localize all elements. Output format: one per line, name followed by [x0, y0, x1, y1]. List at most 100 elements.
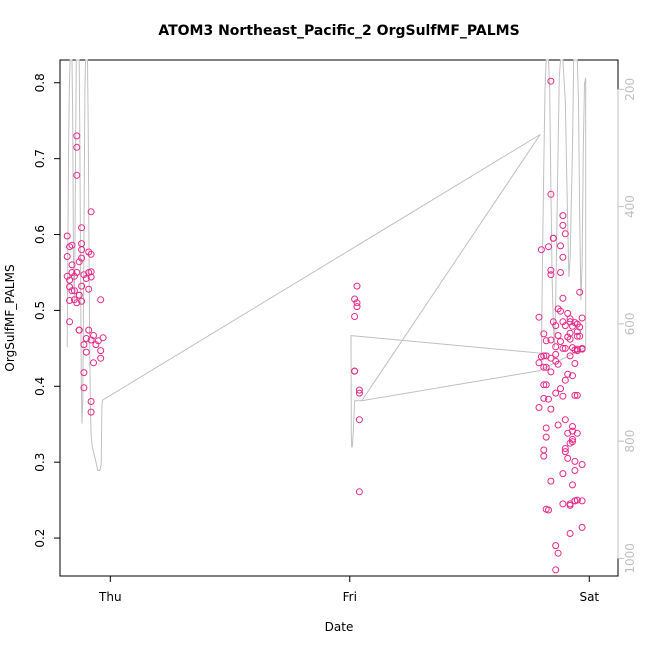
data-point	[85, 248, 93, 256]
data-point	[547, 405, 555, 413]
y-axis-label: OrgSulfMF_PALMS	[3, 264, 17, 371]
data-point	[90, 359, 97, 367]
data-point	[578, 461, 586, 468]
data-point	[559, 253, 567, 261]
data-point	[78, 282, 86, 290]
data-point	[535, 404, 543, 411]
data-point	[94, 337, 102, 345]
data-point	[559, 392, 567, 400]
secondary-y-tick-label: 800	[623, 430, 637, 453]
data-point	[561, 445, 569, 452]
data-point	[75, 291, 83, 299]
data-point	[566, 501, 574, 509]
data-point	[576, 332, 584, 340]
data-point	[557, 385, 564, 393]
x-tick-label: Fri	[343, 590, 357, 604]
data-point	[569, 481, 576, 489]
data-point	[353, 299, 361, 307]
data-point	[82, 348, 90, 356]
secondary-y-axis: 200 400 600 800 1000	[617, 78, 637, 574]
secondary-y-tick-label: 400	[623, 195, 637, 218]
data-point	[97, 296, 105, 304]
data-point	[85, 326, 93, 334]
data-point	[70, 287, 78, 295]
data-point	[355, 416, 363, 424]
data-point	[353, 282, 361, 290]
data-point	[547, 190, 555, 198]
data-point	[559, 470, 567, 478]
data-point	[537, 246, 545, 254]
data-point	[68, 241, 76, 249]
data-point	[576, 288, 584, 296]
data-point	[78, 224, 86, 232]
data-point	[355, 488, 363, 496]
y-tick-label: 0.6	[33, 225, 47, 244]
data-point	[554, 360, 562, 368]
data-point	[571, 360, 579, 367]
data-point	[63, 232, 71, 240]
data-point	[80, 369, 88, 377]
data-point	[85, 285, 93, 293]
secondary-y-tick-label: 1000	[623, 543, 637, 574]
data-point	[99, 334, 107, 342]
data-point	[535, 359, 543, 367]
x-axis: Thu Fri Sat	[98, 575, 599, 604]
data-point	[63, 253, 71, 260]
data-point	[542, 337, 550, 345]
y-axis: 0.2 0.3 0.4 0.5 0.6 0.7 0.8	[33, 73, 61, 548]
data-point	[552, 343, 560, 351]
secondary-y-tick-label: 200	[623, 78, 637, 101]
data-point	[351, 313, 359, 320]
data-point	[66, 318, 74, 326]
data-point	[557, 338, 564, 345]
data-point	[554, 549, 562, 557]
data-point	[351, 295, 359, 303]
data-point	[554, 332, 562, 339]
data-point	[73, 132, 81, 140]
x-tick-label: Thu	[98, 590, 122, 604]
data-point	[578, 497, 586, 505]
data-point	[561, 344, 569, 352]
data-point	[566, 352, 574, 360]
data-point	[573, 391, 581, 399]
data-point	[557, 269, 564, 276]
data-point	[561, 416, 569, 424]
data-point	[552, 350, 560, 358]
data-point	[87, 268, 95, 276]
data-point	[547, 266, 555, 274]
plot-frame	[59, 59, 619, 577]
data-point	[540, 394, 548, 402]
data-point	[559, 212, 567, 220]
data-point	[80, 341, 88, 349]
y-tick-label: 0.7	[33, 149, 47, 168]
data-point	[576, 323, 584, 331]
data-point	[564, 454, 572, 462]
data-point	[564, 333, 572, 341]
data-point	[559, 221, 567, 229]
data-point	[540, 446, 548, 454]
data-point	[73, 299, 81, 307]
data-point	[97, 354, 105, 362]
chart-title: ATOM3 Northeast_Pacific_2 OrgSulfMF_PALM…	[158, 23, 519, 39]
data-point	[78, 254, 86, 262]
data-point	[90, 332, 97, 339]
y-tick-label: 0.2	[33, 529, 47, 548]
data-point	[68, 269, 76, 276]
data-point	[552, 566, 560, 574]
data-point	[542, 433, 550, 441]
data-point	[70, 272, 78, 280]
data-point	[75, 326, 83, 334]
data-point	[78, 246, 86, 254]
data-point	[87, 273, 95, 281]
data-point	[78, 297, 86, 305]
data-point	[68, 261, 76, 269]
data-point	[80, 384, 88, 392]
data-point	[87, 408, 95, 416]
data-point	[547, 368, 555, 376]
y-tick-label: 0.4	[33, 377, 47, 396]
data-point	[547, 477, 555, 485]
data-point	[559, 294, 567, 302]
data-point	[542, 381, 550, 389]
data-point	[545, 395, 552, 403]
